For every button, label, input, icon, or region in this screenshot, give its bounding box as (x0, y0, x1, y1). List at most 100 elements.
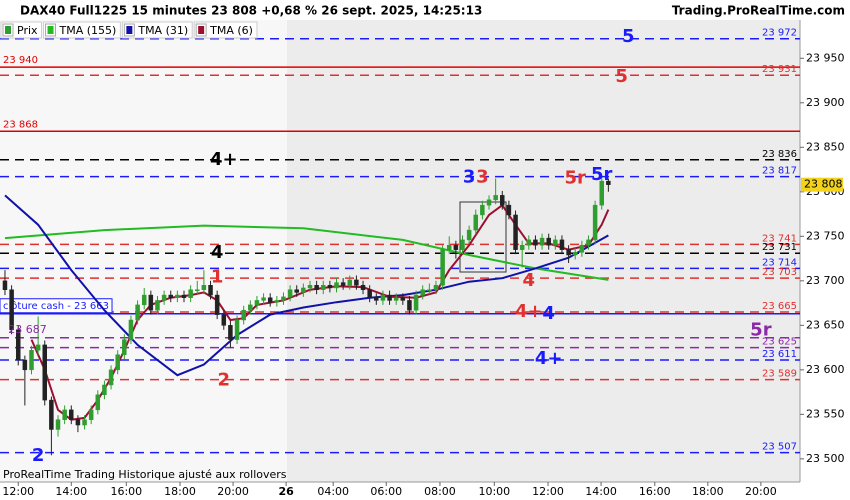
footer: ProRealTime Trading Historique ajusté au… (3, 468, 287, 481)
y-tick-label: 23 600 (806, 363, 845, 376)
candle-body (327, 285, 333, 289)
candle-body (307, 285, 313, 289)
candle-body (102, 384, 107, 396)
level-label: 23 940 (3, 55, 38, 66)
annotation: 4+ (515, 301, 543, 322)
level-label: 23 731 (762, 242, 797, 253)
candle-body (75, 419, 81, 426)
candle-body (513, 214, 518, 250)
tma-line (4, 194, 609, 377)
legend-label: Prix (17, 24, 38, 37)
candle-body (533, 239, 538, 246)
candle-body (500, 195, 505, 206)
level-label: 23 507 (762, 442, 797, 453)
candle-body (473, 214, 479, 231)
candle-body (55, 419, 61, 430)
x-tick-label: 10:00 (478, 485, 510, 498)
x-tick-label: 04:00 (317, 485, 349, 498)
range-box (459, 201, 507, 273)
candle-body (15, 329, 21, 361)
level-label: 23 703 (762, 267, 797, 278)
candle-body (175, 294, 180, 298)
candle-body (195, 289, 200, 291)
x-tick-label: 20:00 (745, 485, 777, 498)
level-label: 23 931 (762, 64, 797, 75)
candle-body (413, 294, 419, 311)
annotation: 1 (211, 266, 224, 287)
x-tick-label: 08:00 (424, 485, 456, 498)
candle-body (546, 237, 551, 246)
level-label: 23 665 (762, 301, 797, 312)
candle-body (294, 289, 299, 293)
candle-body (360, 285, 366, 290)
candle-body (274, 300, 280, 303)
candle-body (526, 239, 532, 246)
candle-body (29, 350, 34, 371)
level-label: 23 589 (762, 369, 797, 380)
candle-body (393, 297, 399, 301)
legend-bg (121, 21, 193, 39)
candle-body (95, 394, 101, 411)
candle-body (592, 204, 598, 241)
annotation: 23 687 (8, 323, 47, 336)
candle-body (42, 344, 48, 401)
candle-body (155, 300, 160, 311)
candle-body (387, 294, 392, 301)
level-label: 23 625 (762, 337, 797, 348)
candle-body (427, 289, 432, 291)
candle-body (228, 325, 233, 340)
candle-body (320, 285, 326, 290)
legend-label: TMA (155) (59, 24, 117, 37)
plot-bg-day2 (287, 20, 800, 482)
candle-body (380, 294, 386, 301)
candle-body (248, 304, 253, 311)
candle-body (466, 229, 472, 241)
price-tag-label: 23 808 (804, 178, 843, 191)
candle-body (287, 289, 293, 298)
level-label-bg (0, 298, 113, 314)
annotation: 5r (591, 164, 613, 185)
candle-body (128, 319, 134, 340)
annotation: 5r (750, 320, 772, 341)
annotation: 4 (211, 242, 224, 263)
x-tick-label: 20:00 (217, 485, 249, 498)
candle-body (433, 285, 439, 290)
candle-body (261, 297, 266, 301)
candle-body (559, 239, 565, 250)
candle-body (446, 244, 452, 250)
candle-body (493, 195, 498, 201)
candle-body (420, 289, 425, 296)
candle-body (506, 204, 512, 216)
level-label: 23 817 (762, 166, 797, 177)
candle-body (214, 294, 220, 315)
price-tag (801, 177, 843, 192)
annotation: 4+ (535, 348, 563, 369)
y-tick-label: 23 850 (806, 140, 845, 153)
candle-body (519, 244, 525, 250)
candle-body (407, 300, 412, 311)
candle-body (208, 285, 213, 296)
legend-bg (193, 21, 258, 39)
legend-label: TMA (31) (137, 24, 188, 37)
candle-body (115, 354, 120, 371)
y-tick-label: 23 700 (806, 274, 845, 287)
candle-body (221, 314, 227, 326)
candle-body (480, 204, 485, 216)
candle-body (314, 285, 319, 290)
candle-body (599, 180, 604, 206)
x-tick-label: 14:00 (55, 485, 87, 498)
candle-body (572, 252, 578, 256)
legend-swatch (198, 26, 205, 34)
x-tick-label: 18:00 (692, 485, 724, 498)
annotation: 2 (218, 370, 231, 391)
y-tick-label: 23 500 (806, 452, 845, 465)
candle-body (88, 409, 94, 420)
candle-body (453, 244, 459, 250)
level-label: clôture cash - 23 663 (3, 300, 109, 312)
x-tick-label: 14:00 (585, 485, 617, 498)
candle-body (354, 279, 359, 286)
x-tick-label: 16:00 (639, 485, 671, 498)
candle-body (367, 289, 372, 298)
candle-body (108, 369, 114, 386)
candle-body (201, 285, 207, 290)
